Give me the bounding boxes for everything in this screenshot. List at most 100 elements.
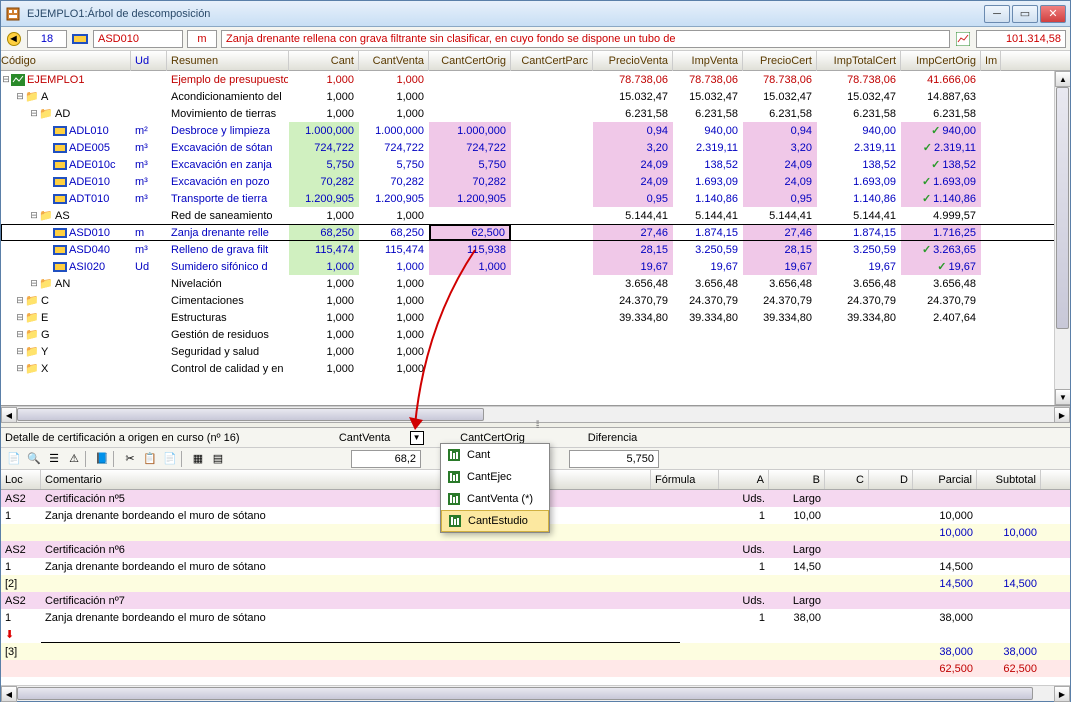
detail-cell[interactable] <box>977 592 1041 609</box>
detail-cell[interactable] <box>825 575 869 592</box>
tree-cell[interactable]: Estructuras <box>167 309 289 326</box>
tree-cell[interactable]: 1,000 <box>289 360 359 377</box>
tree-cell[interactable]: 15.032,47 <box>593 88 673 105</box>
tree-cell[interactable]: 1,000 <box>289 343 359 360</box>
tree-cell[interactable]: 115,474 <box>289 241 359 258</box>
tree-col-cant[interactable]: Cant <box>289 51 359 71</box>
tree-cell[interactable]: 115,938 <box>429 241 511 258</box>
detail-cell[interactable]: 38,000 <box>977 643 1041 660</box>
titlebar[interactable]: EJEMPLO1:Árbol de descomposición ─ ▭ ✕ <box>1 1 1070 27</box>
detail-cell[interactable] <box>719 643 769 660</box>
tree-cell[interactable]: Movimiento de tierras <box>167 105 289 122</box>
tree-cell[interactable] <box>511 88 593 105</box>
tree-col-cantcertorig[interactable]: CantCertOrig <box>429 51 511 71</box>
detail-cell[interactable]: Zanja drenante bordeando el muro de sóta… <box>41 507 651 524</box>
tree-cell[interactable]: 24.370,79 <box>593 292 673 309</box>
tree-cell[interactable] <box>429 88 511 105</box>
tree-cell[interactable]: 5.144,41 <box>593 207 673 224</box>
detail-row[interactable]: [3]38,00038,000 <box>1 643 1070 660</box>
tree-cell[interactable]: 78.738,06 <box>673 71 743 88</box>
splitter[interactable] <box>1 422 1070 428</box>
tree-row[interactable]: ⊟📁ADMovimiento de tierras1,0001,0006.231… <box>1 105 1070 122</box>
tree-cell[interactable]: 6.231,58 <box>673 105 743 122</box>
scroll-left-icon[interactable]: ◀ <box>1 407 17 423</box>
tree-cell[interactable] <box>901 360 981 377</box>
code-icon[interactable] <box>71 30 89 48</box>
tree-cell[interactable] <box>743 343 817 360</box>
tree-cell[interactable] <box>743 326 817 343</box>
detail-input3[interactable] <box>569 450 659 468</box>
tree-cell[interactable]: 115,474 <box>359 241 429 258</box>
detail-cell[interactable] <box>41 660 651 677</box>
tree-cell[interactable]: 0,95 <box>743 190 817 207</box>
detail-col-a[interactable]: A <box>719 470 769 489</box>
tree-cell[interactable]: 1.874,15 <box>817 224 901 241</box>
detail-cell[interactable] <box>913 592 977 609</box>
detail-cell[interactable]: 38,00 <box>769 609 825 626</box>
tree-cell[interactable]: 2.319,11 <box>817 139 901 156</box>
detail-cell[interactable] <box>651 643 719 660</box>
detail-cell[interactable] <box>769 660 825 677</box>
tree-cell[interactable]: m³ <box>131 156 167 173</box>
tree-cell[interactable]: 15.032,47 <box>673 88 743 105</box>
dropdown-item[interactable]: CantEjec <box>441 466 549 488</box>
tree-cell[interactable] <box>511 139 593 156</box>
tree-cell[interactable]: 24.370,79 <box>817 292 901 309</box>
tree-cell[interactable]: 27,46 <box>743 224 817 241</box>
tree-cell[interactable]: m³ <box>131 190 167 207</box>
detail-cell[interactable]: Largo <box>769 541 825 558</box>
tree-cell[interactable] <box>511 71 593 88</box>
tree-cell[interactable]: 1.716,25 <box>901 224 981 241</box>
tree-cell[interactable]: 5,750 <box>359 156 429 173</box>
tree-cell[interactable]: 24.370,79 <box>743 292 817 309</box>
detail-cell[interactable]: 1 <box>1 507 41 524</box>
detail-col-loc[interactable]: Loc <box>1 470 41 489</box>
tree-cell[interactable]: ✓19,67 <box>901 258 981 275</box>
detail-col-comentario[interactable]: Comentario <box>41 470 651 489</box>
tree-row[interactable]: ADE010cm³Excavación en zanja5,7505,7505,… <box>1 156 1070 173</box>
tree-cell[interactable] <box>429 105 511 122</box>
tree-cell[interactable] <box>901 343 981 360</box>
tree-cell[interactable]: 24,09 <box>743 173 817 190</box>
tree-cell[interactable] <box>511 156 593 173</box>
tree-cell[interactable] <box>131 88 167 105</box>
tree-cell[interactable]: 1,000 <box>429 258 511 275</box>
description-field[interactable]: Zanja drenante rellena con grava filtran… <box>221 30 950 48</box>
tool-cut-icon[interactable]: ✂ <box>121 450 139 468</box>
tree-row[interactable]: ASD010mZanja drenante relle68,25068,2506… <box>1 224 1070 241</box>
tree-col-impventa[interactable]: ImpVenta <box>673 51 743 71</box>
close-button[interactable]: ✕ <box>1040 5 1066 23</box>
tree-cell[interactable] <box>131 105 167 122</box>
tool-book-icon[interactable]: 📘 <box>93 450 111 468</box>
tree-cell[interactable]: 6.231,58 <box>817 105 901 122</box>
tree-cell[interactable]: Red de saneamiento <box>167 207 289 224</box>
detail-cell[interactable] <box>977 609 1041 626</box>
tree-row[interactable]: ⊟📁YSeguridad y salud1,0001,000 <box>1 343 1070 360</box>
detail-cell[interactable] <box>41 626 680 643</box>
detail-cell[interactable] <box>869 575 913 592</box>
tree-cell[interactable]: Acondicionamiento del <box>167 88 289 105</box>
tree-row[interactable]: ADL010m²Desbroce y limpieza1.000,0001.00… <box>1 122 1070 139</box>
tree-cell[interactable]: 1,000 <box>289 326 359 343</box>
tree-col-código[interactable]: Código <box>1 51 131 71</box>
detail-cell[interactable]: Zanja drenante bordeando el muro de sóta… <box>41 558 651 575</box>
detail-cell[interactable] <box>977 541 1041 558</box>
tree-cell[interactable]: ✓138,52 <box>901 156 981 173</box>
tree-cell[interactable]: 14.887,63 <box>901 88 981 105</box>
detail-cell[interactable] <box>869 524 913 541</box>
detail-cell[interactable]: Largo <box>769 592 825 609</box>
tree-cell[interactable]: 940,00 <box>673 122 743 139</box>
tree-col-imptotalcert[interactable]: ImpTotalCert <box>817 51 901 71</box>
tree-cell[interactable] <box>817 360 901 377</box>
tree-cell[interactable]: 0,94 <box>593 122 673 139</box>
detail-cell[interactable] <box>869 609 913 626</box>
tree-cell[interactable]: 1,000 <box>289 258 359 275</box>
tree-cell[interactable]: 1,000 <box>359 88 429 105</box>
tree-cell[interactable]: 2.319,11 <box>673 139 743 156</box>
detail-cell[interactable] <box>719 660 769 677</box>
tree-cell[interactable]: m³ <box>131 139 167 156</box>
tree-cell[interactable]: 39.334,80 <box>593 309 673 326</box>
detail-col-c[interactable]: C <box>825 470 869 489</box>
tree-cell[interactable]: 6.231,58 <box>743 105 817 122</box>
tree-cell[interactable] <box>511 173 593 190</box>
